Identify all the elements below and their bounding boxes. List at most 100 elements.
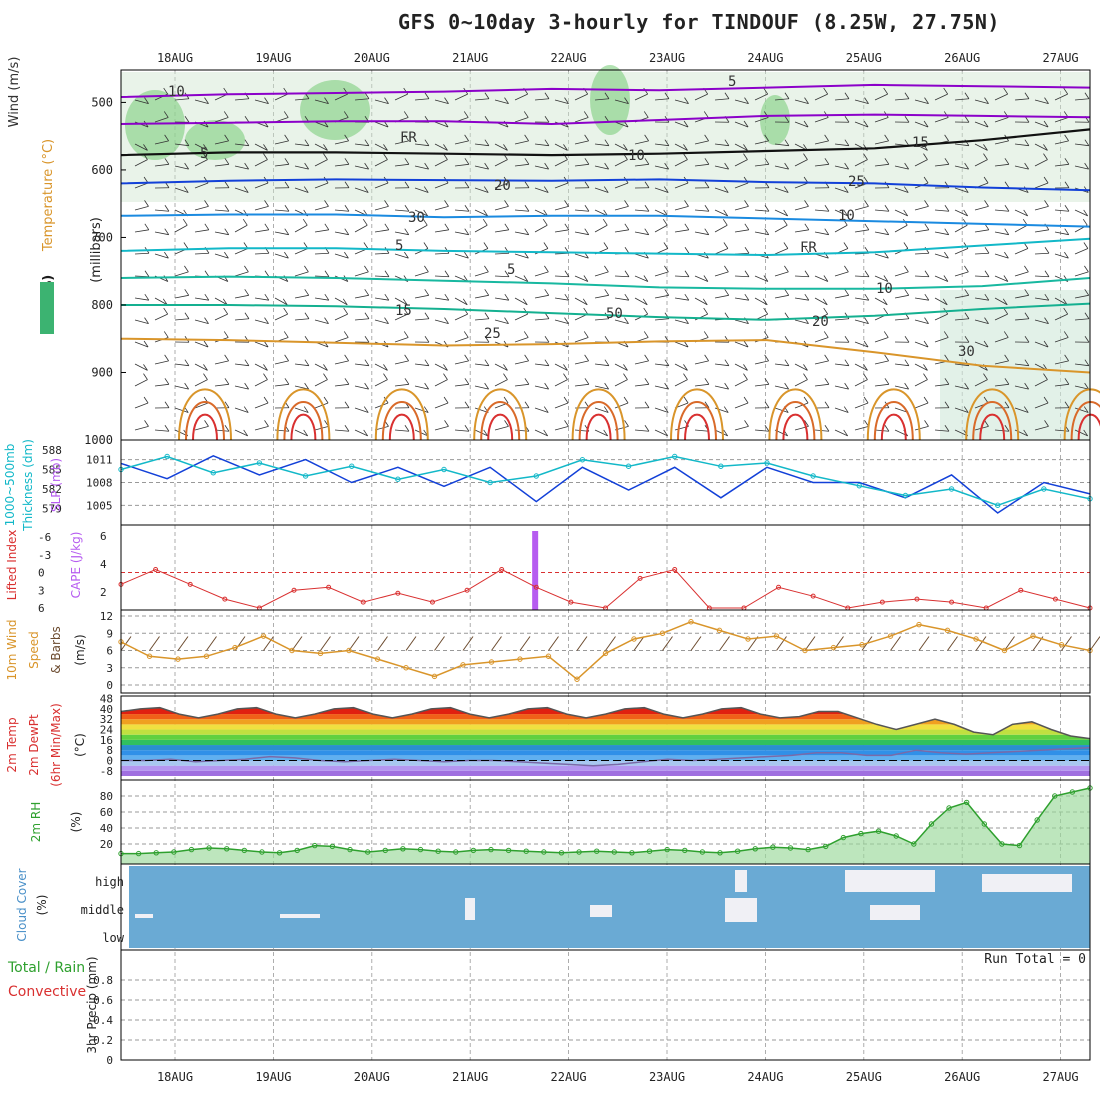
wind-barb-flag [483,209,489,217]
wind-barb [874,297,888,306]
wind-barb-flag [884,378,890,385]
wind-barb-flag [323,373,328,380]
wind-barb [614,182,629,189]
wind-barb [254,425,269,431]
wind-barb [134,319,149,325]
wind-barb-flag [844,359,850,366]
wind-barb [374,363,388,371]
wind-barb [654,429,668,437]
wind-barb-flag [1064,134,1069,142]
wind-barb [974,341,989,348]
li-point [464,587,470,593]
wind-barb [434,229,449,233]
wind-barb [1074,318,1089,321]
wind-tick: 12 [100,610,113,623]
wind-barb [414,363,429,367]
wind-barb [519,636,531,651]
cloud-cell [725,898,757,922]
wind-barb-flag [964,116,970,123]
wind-barb [234,318,249,321]
wind-barb [374,275,390,278]
wind-barb [674,229,689,233]
wind-barb [314,229,329,233]
wind-barb-flag [744,247,750,254]
wind-barb-flag [704,354,709,362]
wind-barb [634,231,649,236]
wind-barb [294,318,309,321]
wind-barb [1061,636,1072,651]
wind-barb-flag [503,396,509,404]
wind-barb-flag [1063,331,1069,338]
wind-barb-flag [583,331,589,338]
wind-barb-flag [704,401,710,408]
wind-barb [854,297,869,301]
wind-barb [174,187,189,193]
wind-barb [554,182,569,189]
wind-barb-flag [484,162,489,170]
wind-barb-flag [984,317,989,324]
wind-barb [554,205,569,211]
wind-barb-flag [844,336,850,343]
wind-barb-flag [563,373,568,380]
wind-barb-flag [804,270,810,277]
wind-barb [494,99,509,105]
wind-barb [954,407,969,413]
contour-label: FR [800,240,817,256]
wind-barb-flag [344,204,350,212]
wind-barb-flag [884,158,890,165]
wind-barb [494,297,509,301]
wind-barb [254,159,268,167]
wind-barb-flag [204,293,210,301]
wind-barb-flag [843,406,849,413]
wind-barb-flag [384,97,389,104]
wind-barb-flag [743,364,748,371]
cloud-cell [465,898,475,920]
slp-line [120,454,1091,514]
wind-barb-flag [204,97,209,104]
wind-barb-flag [624,223,630,231]
wind-barb-flag [363,406,369,413]
wind-barb [814,140,829,145]
wind-barb [434,252,450,255]
wind-barb-flag [644,134,649,142]
wind-barb-flag [784,162,789,170]
wind-barb-flag [1024,336,1030,343]
wind-barb [574,231,589,236]
wind-barb-flag [824,354,829,362]
temp-contour-loop [178,388,232,441]
wind-barb [314,205,329,211]
wind-barb [674,363,688,371]
wind-barb [1034,143,1048,151]
wind-barb [554,99,569,105]
wind-barb-flag [523,111,529,118]
wind-barb-flag [904,382,909,390]
wind-barb [954,187,969,193]
wind-barb [974,121,989,128]
wind-barb-flag [924,200,929,207]
wind-barb-flag [923,120,929,128]
wind-barb [434,205,449,211]
wind-barb-flag [624,420,629,427]
wind-barb-flag [1044,200,1049,207]
wind-barb-flag [164,228,170,235]
wind-barb-flag [542,218,548,226]
wind-barb-flag [344,134,349,142]
wind-barb-flag [804,223,810,231]
wind-barb-flag [1003,275,1009,282]
wind-barb-flag [863,364,868,371]
wind-barb [374,143,388,151]
wind-barb-flag [1043,153,1048,160]
wind-barb-flag [484,289,490,296]
wind-barb-flag [564,223,570,231]
temp-tick: 32 [100,713,113,726]
wind-barb [674,121,689,128]
wind-barb-flag [784,265,789,273]
wind-barb [674,182,689,189]
wind-barb-flag [944,251,949,259]
wind-barb [474,363,489,367]
wind-barb-flag [884,228,890,235]
wind-barb-flag [883,87,889,95]
contour-label: 10 [168,84,185,100]
wind-barb-flag [464,204,470,212]
wind-barb-flag [244,139,250,146]
